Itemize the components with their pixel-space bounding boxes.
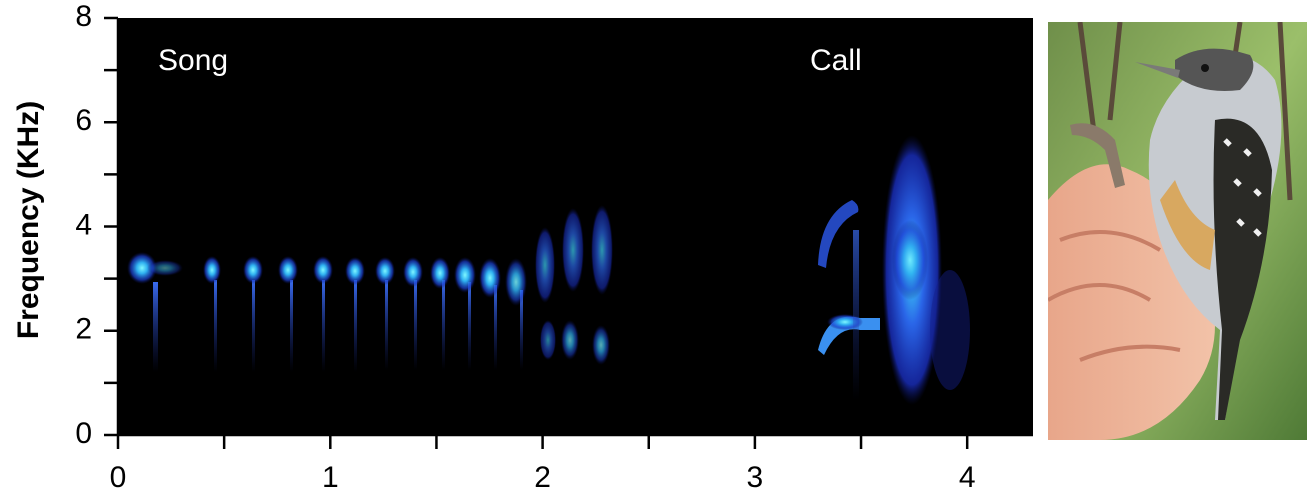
annotation: Call — [810, 44, 862, 77]
x-tick-label: 0 — [110, 461, 127, 493]
y-tick-label: 2 — [75, 313, 92, 346]
x-tick-label: 2 — [534, 461, 551, 493]
y-tick-label: 6 — [75, 104, 92, 137]
call — [818, 135, 970, 405]
bird-photo — [1048, 22, 1307, 440]
y-tick-label: 0 — [75, 417, 92, 450]
song-syllables — [127, 205, 613, 372]
annotation: Song — [158, 44, 228, 77]
x-tick-label: 3 — [747, 461, 764, 493]
y-axis-title: Frequency (KHz) — [12, 101, 45, 339]
spectrogram-energy — [127, 135, 970, 405]
x-tick-label: 1 — [322, 461, 339, 493]
y-tick-label: 4 — [75, 208, 92, 241]
x-tick-label: 4 — [959, 461, 976, 493]
axes — [104, 16, 969, 449]
y-tick-label: 8 — [75, 0, 92, 33]
